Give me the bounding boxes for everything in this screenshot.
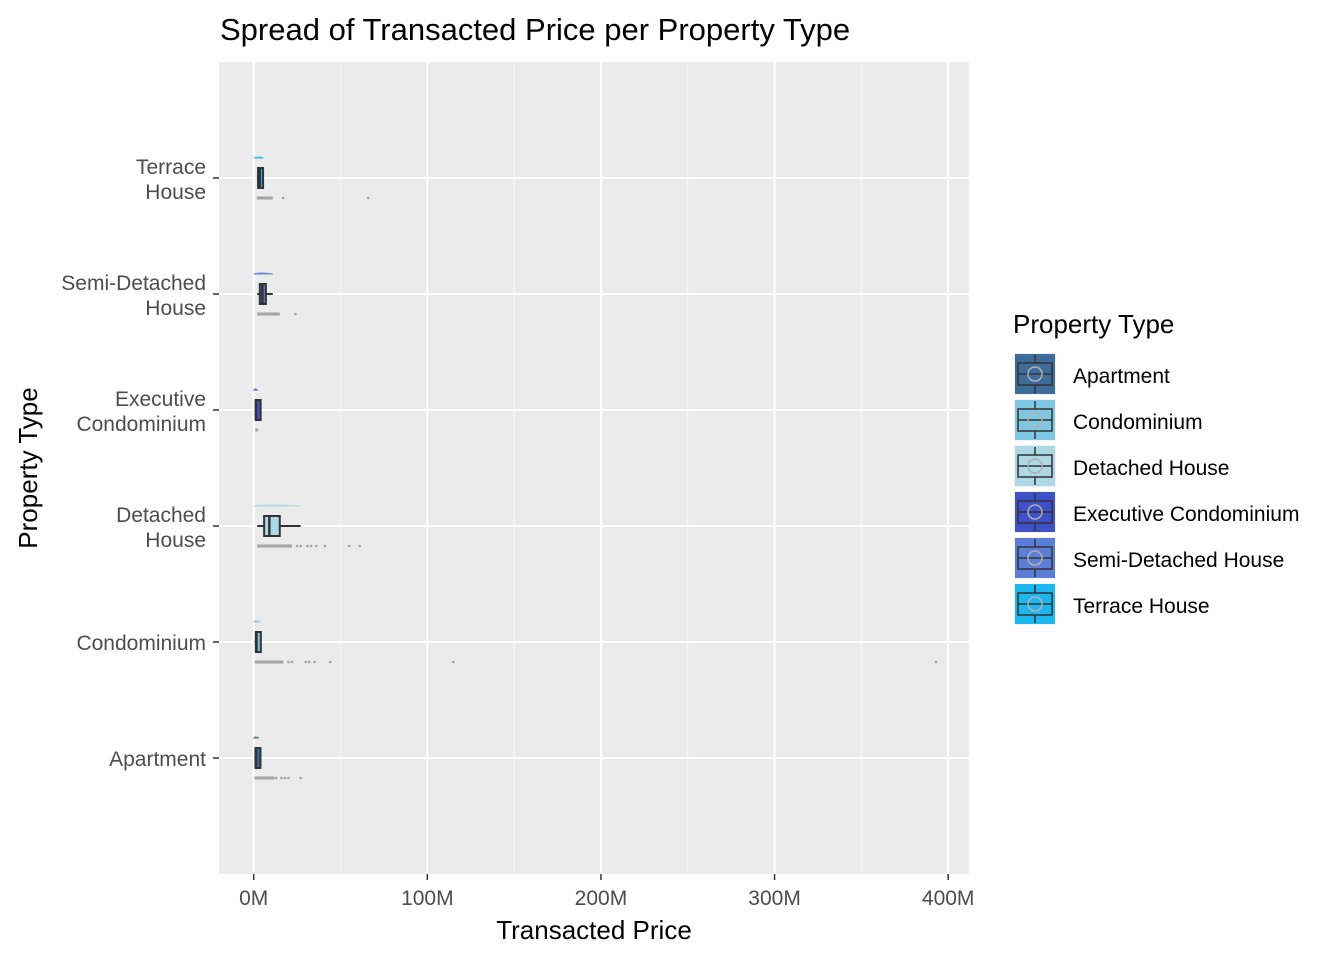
density-shape — [253, 272, 273, 275]
y-tick-label: Condominium — [76, 632, 206, 655]
density-shape — [253, 504, 301, 507]
plot-panel — [219, 62, 969, 874]
minor-gridlines — [339, 62, 862, 874]
x-tick-label: 300M — [748, 887, 801, 910]
outlier-point — [294, 312, 297, 316]
y-tick-label: Apartment — [109, 748, 206, 771]
outlier-point — [367, 196, 370, 200]
chart-title: Spread of Transacted Price per Property … — [220, 12, 850, 47]
legend-title: Property Type — [1013, 309, 1174, 339]
outlier-point — [304, 660, 308, 664]
outlier-point — [347, 544, 351, 548]
outlier-point — [290, 660, 294, 664]
y-axis: Terrace House Semi-Detached House Executive C… — [61, 156, 219, 771]
x-axis-title: Transacted Price — [496, 915, 692, 945]
legend-label: Apartment — [1073, 365, 1170, 388]
outlier-point — [295, 544, 299, 548]
legend: Property Type Apartment Condominium Detach… — [1013, 309, 1299, 625]
y-tick-label: Semi-Detached House — [61, 272, 206, 320]
density-shape — [253, 156, 264, 159]
outlier-point — [281, 196, 285, 200]
x-tick-label: 400M — [922, 887, 975, 910]
outlier-point — [358, 544, 361, 548]
outlier-point — [299, 544, 302, 548]
legend-key-point — [1027, 504, 1043, 520]
legend-key-point — [1027, 458, 1043, 474]
legend-key-point — [1027, 412, 1043, 428]
legend-key-point — [1027, 550, 1043, 566]
outlier-point — [323, 544, 327, 548]
legend-key-point — [1027, 596, 1043, 612]
y-tick-label: Detached House — [116, 504, 206, 552]
x-tick-label: 0M — [239, 887, 268, 910]
x-axis: 0M 100M 200M 300M 400M — [239, 874, 974, 910]
outlier-point — [934, 660, 938, 664]
density-shape — [252, 736, 260, 739]
legend-key-point — [1027, 366, 1043, 382]
legend-label: Detached House — [1073, 457, 1229, 480]
legend-label: Executive Condominium — [1073, 503, 1299, 526]
box-plot-marks — [252, 156, 938, 780]
outlier-point — [306, 544, 309, 548]
y-tick-label: Executive Condominium — [76, 388, 206, 436]
major-gridlines — [219, 62, 969, 874]
outlier-point — [274, 776, 278, 780]
outlier-point — [309, 544, 313, 548]
outlier-point — [283, 776, 287, 780]
box-iqr — [263, 515, 281, 537]
density-shape — [252, 388, 259, 391]
outlier-point — [313, 660, 316, 664]
outlier-point — [328, 660, 332, 664]
density-shape — [252, 620, 261, 623]
outlier-point — [307, 660, 311, 664]
outlier-point — [314, 544, 318, 548]
outlier-point — [299, 776, 302, 780]
y-axis-title: Property Type — [13, 387, 43, 548]
legend-label: Condominium — [1073, 411, 1203, 434]
outlier-point — [452, 660, 455, 664]
outlier-point — [287, 660, 290, 664]
outlier-point — [287, 776, 290, 780]
outlier-point — [280, 776, 283, 780]
legend-label: Terrace House — [1073, 595, 1210, 618]
x-tick-label: 100M — [401, 887, 454, 910]
y-tick-label: Terrace House — [136, 156, 206, 204]
x-tick-label: 200M — [575, 887, 628, 910]
legend-label: Semi-Detached House — [1073, 549, 1284, 572]
